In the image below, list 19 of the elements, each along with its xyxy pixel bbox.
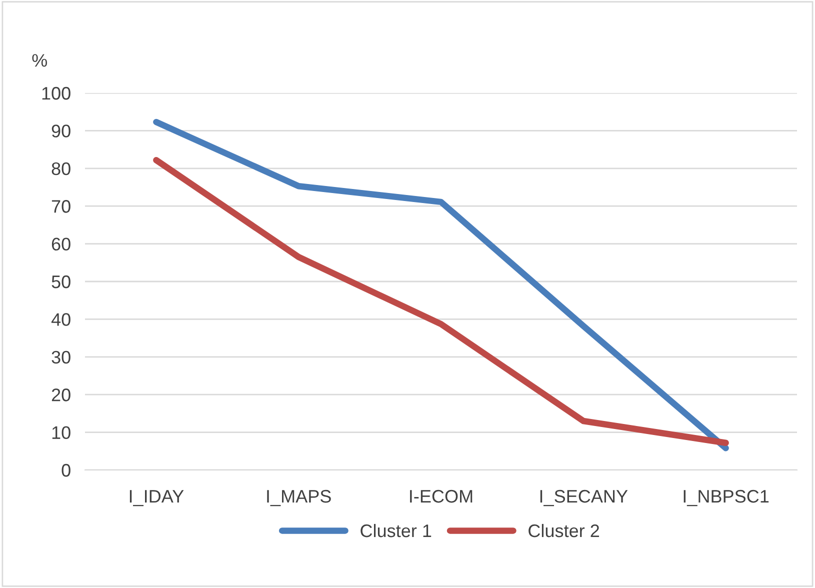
y-tick-label: 0: [62, 464, 70, 477]
x-tick-label: I_IDAY: [130, 490, 184, 506]
y-tick-label: 50: [52, 275, 70, 288]
y-tick-label: 70: [52, 200, 70, 213]
y-tick-label: 90: [52, 124, 70, 138]
legend-label: Cluster 2: [528, 524, 600, 538]
y-tick-label: 20: [52, 388, 70, 402]
x-tick-label: I_SECANY: [540, 490, 628, 506]
y-tick-label: 60: [52, 238, 70, 251]
x-tick-label: I_MAPS: [267, 490, 331, 506]
y-tick-label: 80: [52, 162, 70, 176]
y-tick-label: 30: [52, 350, 70, 364]
legend-label: Cluster 1: [360, 524, 432, 538]
x-tick-label: I_NBPSC1: [684, 490, 769, 506]
x-tick-label: I-ECOM: [410, 490, 472, 503]
y-tick-label: 40: [51, 313, 70, 326]
y-axis-title: %: [32, 54, 48, 67]
y-tick-label: 10: [52, 426, 70, 440]
y-tick-label: 100: [42, 86, 70, 100]
